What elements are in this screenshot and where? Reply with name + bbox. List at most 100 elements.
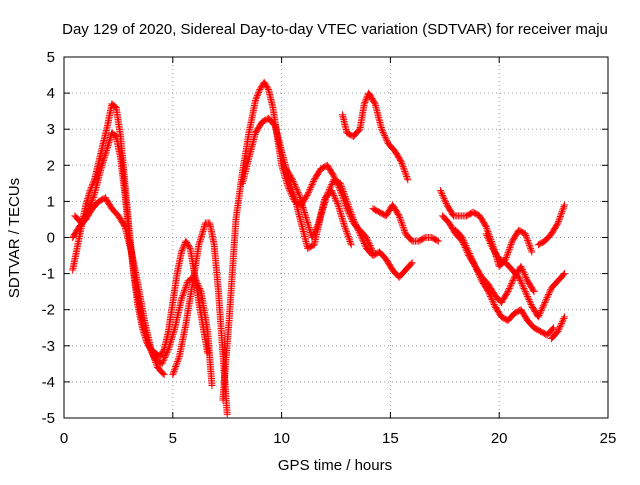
data-point bbox=[555, 216, 563, 224]
series-arc15 bbox=[547, 313, 568, 343]
data-point bbox=[468, 256, 476, 264]
data-point bbox=[560, 201, 568, 209]
data-point bbox=[559, 271, 567, 279]
data-point bbox=[346, 206, 354, 214]
data-point bbox=[400, 227, 408, 235]
data-point bbox=[440, 195, 448, 203]
data-point bbox=[336, 206, 344, 214]
data-point bbox=[489, 297, 497, 305]
data-point bbox=[523, 275, 531, 283]
x-tick-label: 15 bbox=[382, 430, 399, 447]
data-point bbox=[300, 205, 308, 213]
data-point bbox=[305, 187, 313, 195]
data-point bbox=[348, 211, 356, 219]
data-point bbox=[164, 347, 172, 355]
data-point bbox=[362, 97, 370, 105]
data-point bbox=[554, 219, 562, 227]
data-point bbox=[486, 238, 494, 246]
y-tick-label: 5 bbox=[47, 49, 55, 66]
data-point bbox=[174, 358, 182, 366]
data-point bbox=[301, 209, 309, 217]
data-point bbox=[340, 189, 348, 197]
data-point bbox=[383, 136, 391, 144]
data-point bbox=[345, 236, 353, 244]
data-point bbox=[345, 202, 353, 210]
data-point bbox=[342, 196, 350, 204]
data-point bbox=[352, 220, 360, 228]
data-point bbox=[170, 325, 178, 333]
data-point bbox=[196, 236, 204, 244]
data-point bbox=[171, 366, 179, 374]
data-point bbox=[253, 92, 261, 100]
data-point bbox=[378, 127, 386, 135]
data-point bbox=[345, 234, 353, 242]
data-point bbox=[357, 233, 365, 241]
data-point bbox=[339, 216, 347, 224]
data-point bbox=[524, 294, 532, 302]
data-point bbox=[307, 184, 315, 192]
data-point bbox=[527, 245, 535, 253]
data-point bbox=[524, 238, 532, 246]
data-point bbox=[397, 158, 405, 166]
data-point bbox=[505, 247, 513, 255]
data-point bbox=[521, 272, 529, 280]
data-point bbox=[299, 204, 307, 212]
data-point bbox=[292, 184, 300, 192]
data-point bbox=[558, 208, 566, 216]
data-point bbox=[400, 164, 408, 172]
data-point bbox=[395, 212, 403, 220]
data-point bbox=[515, 273, 523, 281]
data-point bbox=[148, 349, 156, 357]
data-point bbox=[163, 349, 171, 357]
data-point bbox=[302, 212, 310, 220]
data-point bbox=[354, 227, 362, 235]
data-point bbox=[184, 241, 192, 249]
data-point bbox=[518, 281, 526, 289]
data-point bbox=[438, 190, 446, 198]
data-point bbox=[483, 224, 491, 232]
data-point bbox=[291, 182, 299, 190]
data-point bbox=[314, 221, 322, 229]
data-point bbox=[459, 235, 467, 243]
data-point bbox=[505, 245, 513, 253]
data-point bbox=[344, 201, 352, 209]
data-point bbox=[338, 213, 346, 221]
data-point bbox=[460, 238, 468, 246]
data-point bbox=[556, 323, 564, 331]
data-point bbox=[520, 269, 528, 277]
data-point bbox=[166, 340, 174, 348]
data-point bbox=[398, 159, 406, 167]
data-point bbox=[312, 224, 320, 232]
data-point bbox=[169, 329, 177, 337]
data-point bbox=[487, 241, 495, 249]
data-point bbox=[436, 187, 444, 195]
data-point bbox=[344, 233, 352, 241]
data-point bbox=[330, 191, 338, 199]
data-point bbox=[503, 252, 511, 260]
data-point bbox=[433, 236, 441, 244]
data-point bbox=[295, 190, 303, 198]
data-point bbox=[184, 240, 192, 248]
data-point bbox=[159, 358, 167, 366]
data-point bbox=[335, 204, 343, 212]
data-point bbox=[488, 296, 496, 304]
data-point bbox=[401, 168, 409, 176]
data-point bbox=[311, 227, 319, 235]
data-point bbox=[339, 218, 347, 226]
data-point bbox=[485, 289, 493, 297]
data-point bbox=[303, 192, 311, 200]
data-point bbox=[308, 234, 316, 241]
data-point bbox=[165, 342, 173, 350]
data-point bbox=[347, 239, 355, 247]
data-point bbox=[195, 239, 203, 247]
data-point bbox=[182, 237, 190, 245]
data-point bbox=[168, 332, 176, 340]
data-point bbox=[397, 217, 405, 225]
data-point bbox=[484, 288, 492, 296]
data-point bbox=[403, 172, 411, 180]
data-point bbox=[87, 198, 95, 206]
data-point bbox=[152, 360, 160, 368]
x-tick-label: 10 bbox=[273, 430, 290, 447]
data-point bbox=[558, 209, 566, 217]
